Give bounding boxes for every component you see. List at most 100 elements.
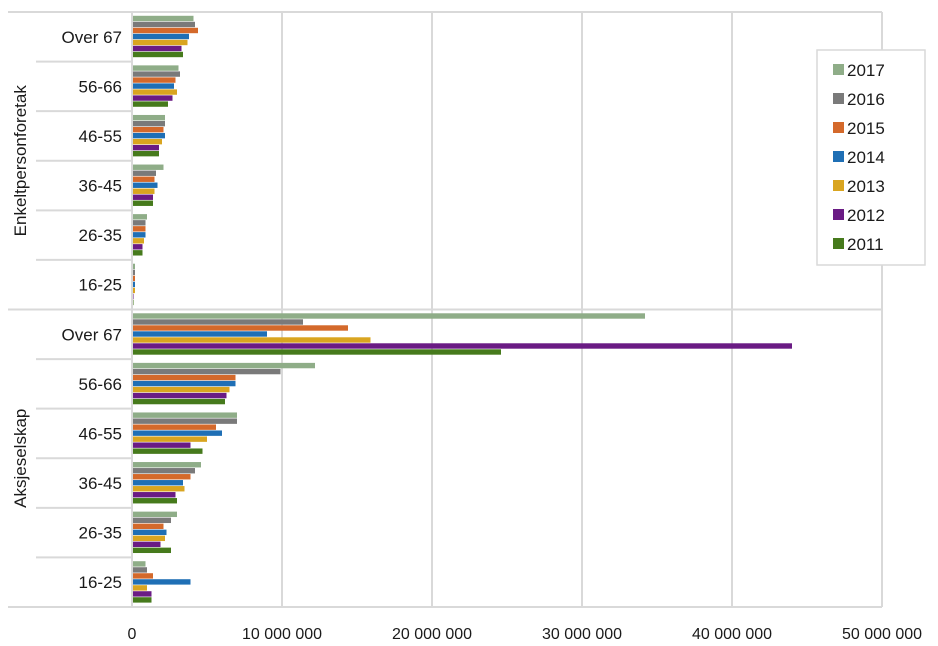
bar <box>132 275 135 282</box>
bar <box>132 313 645 319</box>
bar <box>132 468 195 474</box>
legend-label: 2016 <box>847 90 885 109</box>
legend-swatch <box>833 209 844 220</box>
bar <box>132 33 189 40</box>
bar <box>132 498 177 504</box>
x-tick-label: 40 000 000 <box>692 626 772 643</box>
bar <box>132 418 237 424</box>
legend-label: 2013 <box>847 177 885 196</box>
bar <box>132 232 146 238</box>
group-label: Enkeltpersonforetak <box>11 85 30 237</box>
legend-swatch <box>833 93 844 104</box>
bar <box>132 101 168 107</box>
bar <box>132 547 171 554</box>
legend-swatch <box>833 238 844 249</box>
x-tick-label: 10 000 000 <box>242 626 322 643</box>
axes <box>8 11 882 608</box>
bar <box>132 386 230 393</box>
legend-label: 2012 <box>847 206 885 225</box>
bar <box>132 120 165 127</box>
bar <box>132 89 177 95</box>
bar <box>132 132 165 139</box>
labels: 0 10 000 000 20 000 000 30 000 000 40 000 00… <box>11 28 922 643</box>
bar <box>132 597 152 603</box>
bar <box>132 398 225 405</box>
bar <box>132 226 146 232</box>
bar <box>132 126 164 133</box>
category-label: 36-45 <box>79 474 122 493</box>
bar <box>132 200 153 206</box>
bar <box>132 511 177 518</box>
bar <box>132 83 174 89</box>
legend: 2017 2016 2015 2014 2013 2012 2011 <box>816 49 926 266</box>
bar <box>132 21 195 28</box>
bar <box>132 27 198 34</box>
bar <box>132 281 135 288</box>
legend-swatch <box>833 151 844 162</box>
bar <box>132 579 191 585</box>
bar <box>132 45 182 52</box>
bar <box>132 529 167 536</box>
bar <box>132 15 194 22</box>
bar <box>132 535 165 542</box>
category-label: 56-66 <box>79 375 122 394</box>
bar <box>132 561 146 567</box>
bar <box>132 412 237 418</box>
bar <box>132 480 183 486</box>
bar <box>132 287 135 294</box>
legend-swatch <box>833 180 844 191</box>
legend-swatch <box>833 64 844 75</box>
bar <box>132 188 155 194</box>
bar <box>132 374 236 381</box>
bar <box>132 170 156 176</box>
bar <box>132 77 176 83</box>
bar <box>132 325 348 331</box>
legend-label: 2014 <box>847 148 885 167</box>
bar <box>132 380 236 387</box>
bar <box>132 517 171 524</box>
bar <box>132 176 155 182</box>
category-label: 26-35 <box>79 524 122 543</box>
bar <box>132 585 147 591</box>
bar <box>132 362 315 369</box>
legend-label: 2017 <box>847 61 885 80</box>
bar <box>132 164 164 170</box>
bar <box>132 337 371 343</box>
bar <box>132 150 159 157</box>
bar <box>132 343 792 349</box>
bar <box>132 71 180 77</box>
bar <box>132 182 158 188</box>
bar <box>132 194 153 200</box>
legend-swatch <box>833 122 844 133</box>
bar <box>132 349 501 355</box>
bar <box>132 238 144 244</box>
bar <box>132 591 152 597</box>
legend-label: 2011 <box>847 235 884 254</box>
category-label: 36-45 <box>79 177 122 196</box>
category-label: 46-55 <box>79 424 122 443</box>
bar <box>132 474 191 480</box>
bar <box>132 424 216 430</box>
bar <box>132 368 281 375</box>
category-label: 16-25 <box>79 276 122 295</box>
bar <box>132 392 227 399</box>
category-label: 46-55 <box>79 127 122 146</box>
category-label: Over 67 <box>62 28 122 47</box>
bar <box>132 114 165 121</box>
bar <box>132 51 183 58</box>
x-tick-label: 50 000 000 <box>842 626 922 643</box>
bar <box>132 448 203 454</box>
bar <box>132 319 303 325</box>
bar <box>132 144 159 151</box>
bar <box>132 244 143 250</box>
bar <box>132 39 188 46</box>
bar <box>132 442 191 448</box>
bar <box>132 95 173 101</box>
bar <box>132 430 222 436</box>
x-tick-label: 30 000 000 <box>542 626 622 643</box>
bar <box>132 65 179 71</box>
bar <box>132 331 267 337</box>
bar <box>132 220 146 226</box>
bar <box>132 138 162 145</box>
